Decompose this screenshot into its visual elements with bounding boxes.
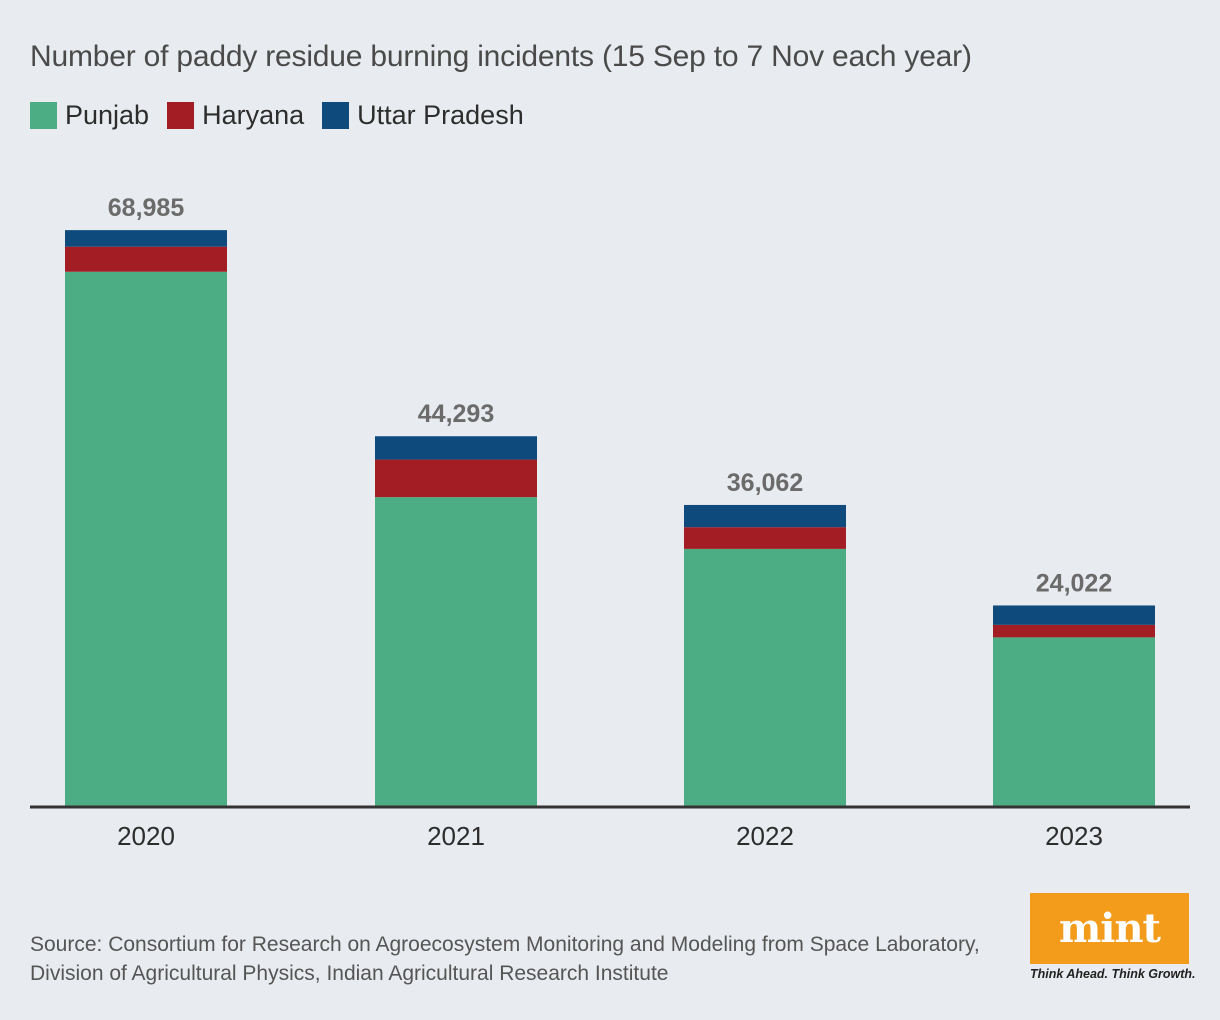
bar-2022-uttar-pradesh	[684, 504, 846, 528]
bar-2023-punjab	[993, 637, 1155, 806]
legend-swatch-haryana	[167, 102, 195, 129]
legend-label-haryana: Haryana	[202, 100, 305, 130]
bar-2021-punjab	[375, 497, 537, 806]
bar-2021-uttar-pradesh	[375, 436, 537, 460]
legend-item-uttar-pradesh: Uttar Pradesh	[322, 100, 524, 131]
legend-item-punjab: Punjab	[30, 100, 149, 131]
legend-label-uttar-pradesh: Uttar Pradesh	[357, 100, 524, 130]
legend-label-punjab: Punjab	[65, 100, 150, 130]
stacked-bar-chart: 68,985 2020 44,293 2021 36,062 2022 24,022 2023	[30, 194, 1190, 851]
chart-title: Number of paddy residue burning incident…	[30, 40, 972, 73]
bar-2020-punjab	[65, 271, 227, 806]
mint-logo: mint	[1030, 893, 1189, 964]
logo-tagline: Think Ahead. Think Growth.	[1030, 967, 1196, 981]
bar-2022-punjab	[684, 548, 846, 806]
bar-2023-haryana	[993, 624, 1155, 638]
bar-2021-haryana	[375, 459, 537, 498]
legend-swatch-punjab	[30, 102, 57, 129]
total-label-2022: 36,062	[727, 469, 803, 497]
legend-item-haryana: Haryana	[167, 100, 304, 131]
total-label-2020: 68,985	[108, 194, 185, 222]
x-tick-label-2020: 2020	[117, 821, 175, 851]
bar-2023-uttar-pradesh	[993, 605, 1155, 625]
x-tick-label-2023: 2023	[1045, 821, 1103, 851]
legend: Punjab Haryana Uttar Pradesh	[30, 100, 542, 131]
legend-swatch-uttar-pradesh	[322, 102, 350, 129]
source-note: Source: Consortium for Research on Agroe…	[30, 933, 980, 985]
x-tick-label-2021: 2021	[427, 821, 485, 851]
x-tick-label-2022: 2022	[736, 821, 794, 851]
bar-2020-uttar-pradesh	[65, 230, 227, 247]
total-label-2021: 44,293	[418, 400, 494, 428]
bar-2022-haryana	[684, 527, 846, 549]
bar-2020-haryana	[65, 246, 227, 272]
total-label-2023: 24,022	[1036, 569, 1112, 597]
